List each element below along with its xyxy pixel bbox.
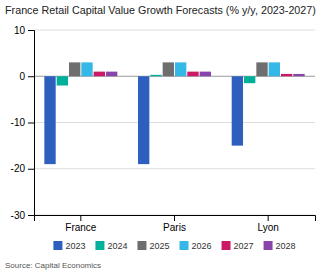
plot: -30 -20 -10 0 10 France Paris Lyon xyxy=(11,25,316,233)
x-tick: Paris xyxy=(163,215,186,233)
tick-label: -20 xyxy=(11,163,26,174)
grid-line xyxy=(34,30,315,31)
tick-mark xyxy=(28,76,34,77)
bar xyxy=(232,76,243,145)
y-tick: -30 xyxy=(11,210,34,221)
bar xyxy=(57,76,68,85)
grid xyxy=(34,30,315,215)
tick-label: -30 xyxy=(11,210,26,221)
tick-label: 0 xyxy=(19,71,25,82)
tick-mark xyxy=(28,215,34,216)
tick-mark xyxy=(28,30,34,31)
chart: France Retail Capital Value Growth Forec… xyxy=(0,0,325,273)
axis-line xyxy=(35,216,316,222)
bar xyxy=(44,76,55,164)
bar xyxy=(69,62,80,76)
grid-line xyxy=(34,168,315,169)
y-axis: -30 -20 -10 0 10 xyxy=(11,25,35,221)
legend-item: 2024 xyxy=(95,241,127,251)
x-axis: France Paris Lyon xyxy=(35,215,316,233)
axis-line xyxy=(28,31,35,216)
grid-line xyxy=(34,122,315,123)
bar xyxy=(269,62,280,76)
legend-swatch xyxy=(222,241,231,250)
legend-label: 2023 xyxy=(65,241,85,251)
bar xyxy=(150,75,161,76)
bars xyxy=(44,62,304,164)
legend-swatch xyxy=(264,241,273,250)
bar xyxy=(94,72,105,77)
legend-label: 2026 xyxy=(192,241,212,251)
tick-mark xyxy=(80,215,81,221)
legend-label: 2027 xyxy=(234,241,254,251)
tick-label: Lyon xyxy=(258,222,279,233)
tick-mark xyxy=(28,169,34,170)
x-tick: Lyon xyxy=(258,215,279,233)
x-tick: France xyxy=(65,215,97,233)
legend-item: 2023 xyxy=(53,241,85,251)
legend-swatch xyxy=(53,241,62,250)
tick-mark xyxy=(268,215,269,221)
tick-label: Paris xyxy=(163,222,186,233)
legend-swatch xyxy=(180,241,189,250)
tick-label: France xyxy=(65,222,97,233)
legend-label: 2024 xyxy=(107,241,127,251)
legend-swatch xyxy=(137,241,146,250)
title: France Retail Capital Value Growth Forec… xyxy=(5,4,316,16)
bar xyxy=(81,62,92,76)
bar xyxy=(281,74,292,76)
legend-label: 2025 xyxy=(149,241,169,251)
bar xyxy=(256,62,267,76)
tick-label: 10 xyxy=(14,25,26,36)
legend-item: 2027 xyxy=(222,241,254,251)
bar xyxy=(293,74,304,76)
legend-label: 2028 xyxy=(276,241,296,251)
y-tick: 0 xyxy=(19,71,34,82)
legend-item: 2026 xyxy=(180,241,212,251)
bar xyxy=(244,76,255,83)
bar xyxy=(200,72,211,77)
bar xyxy=(138,76,149,164)
bar xyxy=(163,62,174,76)
legend-item: 2025 xyxy=(137,241,169,251)
y-tick: -10 xyxy=(11,117,34,128)
tick-label: -10 xyxy=(11,117,26,128)
y-tick: 10 xyxy=(14,25,34,36)
annotation: Source: Capital Economics xyxy=(5,261,101,270)
y-tick: -20 xyxy=(11,163,34,174)
bar xyxy=(187,72,198,77)
legend-swatch xyxy=(95,241,104,250)
legend-item: 2028 xyxy=(264,241,296,251)
legend: 2023 2024 2025 2026 2027 2028 xyxy=(53,241,295,251)
tick-mark xyxy=(174,215,175,221)
tick-mark xyxy=(28,123,34,124)
bar xyxy=(175,62,186,76)
bar xyxy=(106,72,117,77)
